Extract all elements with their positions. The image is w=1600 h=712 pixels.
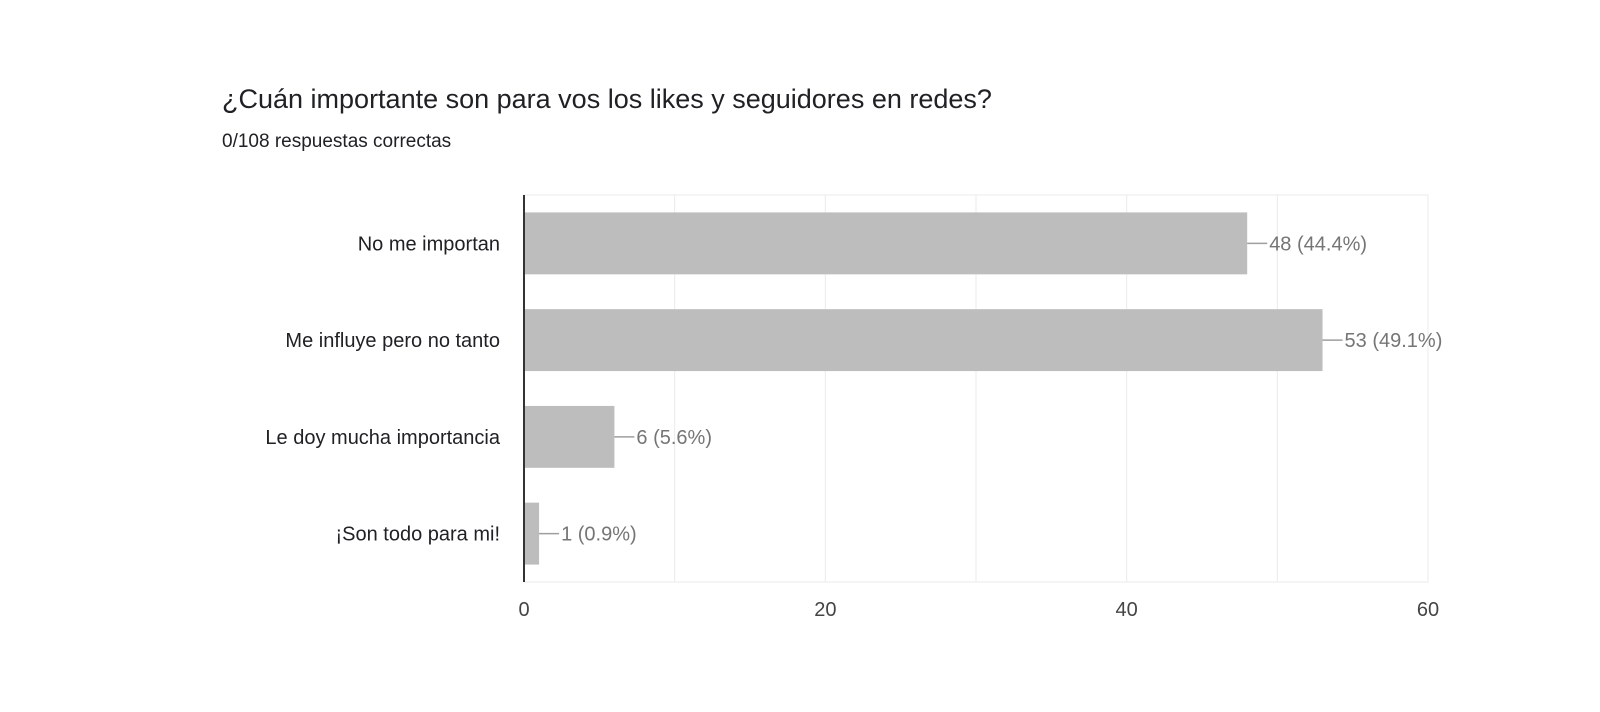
value-label-3: 1 (0.9%)	[561, 524, 637, 546]
bar-0	[524, 212, 1248, 275]
x-tick-label: 60	[1417, 599, 1439, 621]
value-label-0: 48 (44.4%)	[1269, 233, 1367, 255]
x-tick-label: 20	[814, 599, 836, 621]
category-label-1: Me influye pero no tanto	[285, 330, 500, 352]
bar-3	[524, 502, 540, 565]
category-label-0: No me importan	[358, 233, 500, 255]
bars	[524, 212, 1343, 565]
value-label-2: 6 (5.6%)	[636, 427, 712, 449]
chart-title: ¿Cuán importante son para vos los likes …	[222, 84, 992, 114]
x-tick-label: 40	[1116, 599, 1138, 621]
bar-1	[524, 309, 1323, 372]
labels: 48 (44.4%) No me importan 53 (49.1%) Me inf…	[265, 233, 1442, 621]
chart-subtitle: 0/108 respuestas correctas	[222, 131, 452, 152]
value-label-1: 53 (49.1%)	[1345, 330, 1443, 352]
category-label-3: ¡Son todo para mi!	[335, 524, 500, 546]
x-tick-label: 0	[518, 599, 529, 621]
category-label-2: Le doy mucha importancia	[265, 427, 500, 449]
bar-2	[524, 405, 615, 468]
